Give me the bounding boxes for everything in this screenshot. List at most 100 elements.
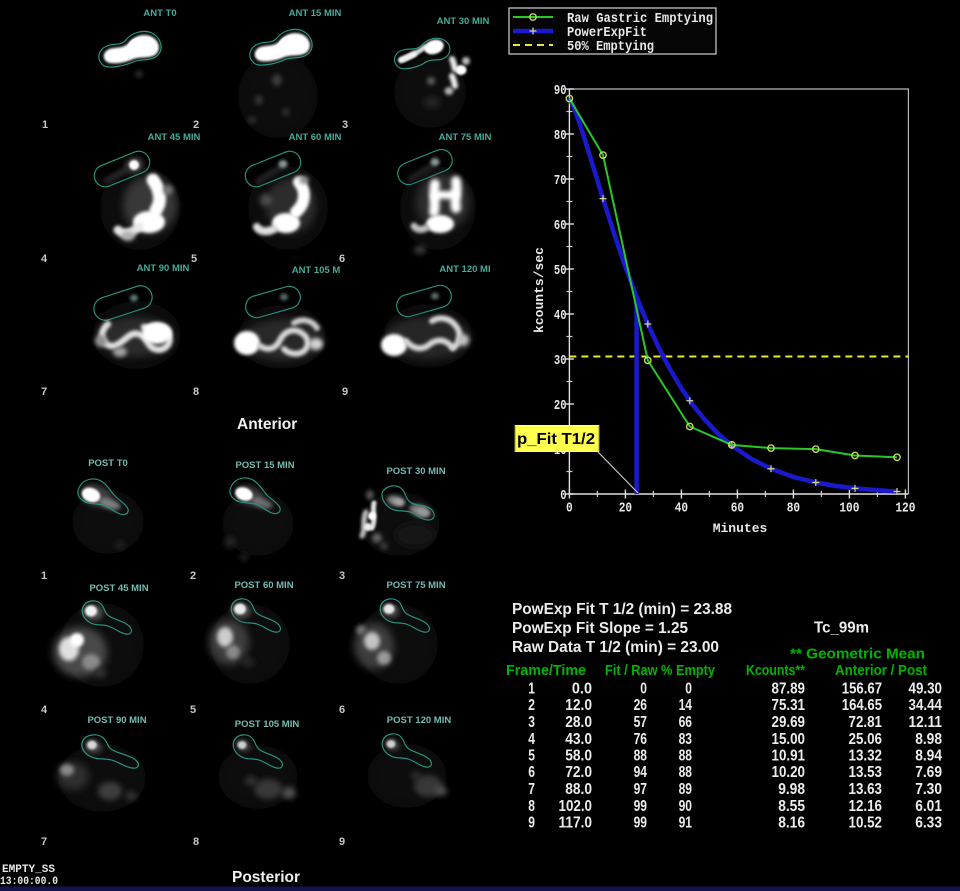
svg-text:0.0: 0.0 — [572, 681, 592, 698]
svg-text:72.0: 72.0 — [565, 764, 592, 781]
svg-text:4: 4 — [41, 253, 48, 265]
svg-text:29.69: 29.69 — [772, 714, 806, 731]
svg-text:90: 90 — [679, 798, 692, 815]
svg-text:6: 6 — [528, 764, 535, 781]
svg-text:80: 80 — [787, 501, 800, 517]
svg-text:PowExp Fit Slope = 1.25: PowExp Fit Slope = 1.25 — [512, 620, 688, 637]
svg-text:5: 5 — [528, 748, 535, 765]
svg-text:88: 88 — [679, 764, 692, 781]
svg-text:0: 0 — [566, 501, 573, 517]
svg-text:0: 0 — [685, 681, 692, 698]
svg-text:88: 88 — [679, 748, 692, 765]
svg-text:ANT 30 MIN: ANT 30 MIN — [437, 16, 490, 27]
svg-text:49.30: 49.30 — [909, 681, 943, 698]
svg-text:9: 9 — [339, 836, 345, 848]
svg-text:9: 9 — [342, 386, 348, 398]
svg-text:Frame/Time: Frame/Time — [506, 662, 586, 679]
svg-text:Kcounts**: Kcounts** — [746, 662, 805, 679]
svg-text:20: 20 — [619, 501, 632, 517]
svg-text:60: 60 — [554, 218, 567, 234]
svg-text:66: 66 — [679, 714, 692, 731]
svg-text:25.06: 25.06 — [849, 731, 883, 748]
svg-text:13.63: 13.63 — [849, 781, 883, 798]
svg-text:EMPTY_SS: EMPTY_SS — [2, 864, 55, 876]
svg-text:POST 105 MIN: POST 105 MIN — [235, 719, 300, 730]
svg-text:3: 3 — [339, 570, 345, 582]
svg-text:12.0: 12.0 — [565, 697, 592, 714]
svg-text:7: 7 — [41, 386, 47, 398]
svg-text:20: 20 — [554, 398, 567, 414]
svg-text:117.0: 117.0 — [559, 815, 593, 832]
svg-text:14: 14 — [679, 697, 692, 714]
svg-text:ANT T0: ANT T0 — [143, 8, 176, 19]
svg-text:5: 5 — [191, 253, 197, 265]
svg-text:PowerExpFit: PowerExpFit — [567, 25, 647, 41]
svg-text:2: 2 — [190, 570, 196, 582]
svg-text:34.44: 34.44 — [909, 697, 943, 714]
svg-text:99: 99 — [634, 815, 647, 832]
svg-text:4: 4 — [528, 731, 535, 748]
svg-text:99: 99 — [634, 798, 647, 815]
svg-text:91: 91 — [679, 815, 692, 832]
svg-text:9.98: 9.98 — [778, 781, 805, 798]
svg-text:94: 94 — [634, 764, 647, 781]
svg-text:57: 57 — [634, 714, 647, 731]
svg-text:15.00: 15.00 — [772, 731, 806, 748]
svg-text:50: 50 — [554, 263, 567, 279]
svg-text:0: 0 — [560, 488, 566, 504]
svg-text:Tc_99m: Tc_99m — [814, 620, 869, 637]
svg-text:4: 4 — [41, 704, 48, 716]
svg-text:88.0: 88.0 — [565, 781, 592, 798]
svg-text:7: 7 — [41, 836, 47, 848]
svg-text:87.89: 87.89 — [772, 681, 806, 698]
svg-text:100: 100 — [839, 501, 859, 517]
svg-text:60: 60 — [731, 501, 744, 517]
svg-text:Posterior: Posterior — [232, 869, 300, 886]
svg-text:40: 40 — [554, 308, 567, 324]
svg-text:POST 30 MIN: POST 30 MIN — [386, 466, 445, 477]
svg-text:Anterior: Anterior — [237, 416, 297, 433]
svg-text:28.0: 28.0 — [565, 714, 592, 731]
svg-text:5: 5 — [190, 704, 196, 716]
svg-text:3: 3 — [342, 119, 348, 131]
svg-text:1: 1 — [41, 570, 47, 582]
svg-text:** Geometric Mean: ** Geometric Mean — [790, 646, 925, 663]
svg-text:POST T0: POST T0 — [88, 458, 128, 469]
svg-text:6: 6 — [339, 253, 345, 265]
svg-text:10.91: 10.91 — [772, 748, 806, 765]
svg-text:POST 45 MIN: POST 45 MIN — [89, 583, 148, 594]
svg-text:Fit / Raw % Empty: Fit / Raw % Empty — [605, 662, 716, 679]
svg-text:50% Emptying: 50% Emptying — [567, 39, 654, 55]
svg-text:ANT 60 MIN: ANT 60 MIN — [289, 132, 342, 143]
svg-text:1: 1 — [42, 119, 48, 131]
svg-text:7.30: 7.30 — [915, 781, 942, 798]
svg-text:43.0: 43.0 — [565, 731, 592, 748]
svg-text:12.11: 12.11 — [909, 714, 943, 731]
svg-text:Minutes: Minutes — [713, 521, 768, 536]
svg-text:10.20: 10.20 — [772, 764, 806, 781]
svg-text:2: 2 — [528, 697, 535, 714]
svg-text:8.16: 8.16 — [778, 815, 805, 832]
svg-text:12.16: 12.16 — [849, 798, 883, 815]
svg-text:164.65: 164.65 — [842, 697, 882, 714]
svg-text:6.01: 6.01 — [915, 798, 942, 815]
svg-text:Raw Gastric Emptying: Raw Gastric Emptying — [567, 11, 713, 27]
svg-text:26: 26 — [634, 697, 647, 714]
svg-text:kcounts/sec: kcounts/sec — [532, 247, 547, 333]
svg-text:7: 7 — [528, 781, 535, 798]
svg-text:POST 15 MIN: POST 15 MIN — [235, 460, 294, 471]
svg-text:76: 76 — [634, 731, 647, 748]
svg-text:ANT 90 MIN: ANT 90 MIN — [137, 263, 190, 274]
svg-text:89: 89 — [679, 781, 692, 798]
svg-text:72.81: 72.81 — [849, 714, 883, 731]
svg-text:90: 90 — [554, 83, 567, 99]
svg-text:POST 60 MIN: POST 60 MIN — [234, 580, 293, 591]
svg-text:97: 97 — [634, 781, 647, 798]
svg-text:ANT 105 M: ANT 105 M — [292, 265, 341, 276]
svg-text:70: 70 — [554, 173, 567, 189]
svg-text:13.53: 13.53 — [849, 764, 883, 781]
svg-text:80: 80 — [554, 128, 567, 144]
svg-text:Raw Data T 1/2 (min) = 23.00: Raw Data T 1/2 (min) = 23.00 — [512, 639, 719, 656]
svg-text:8.55: 8.55 — [778, 798, 805, 815]
svg-text:p_Fit T1/2: p_Fit T1/2 — [517, 431, 595, 448]
